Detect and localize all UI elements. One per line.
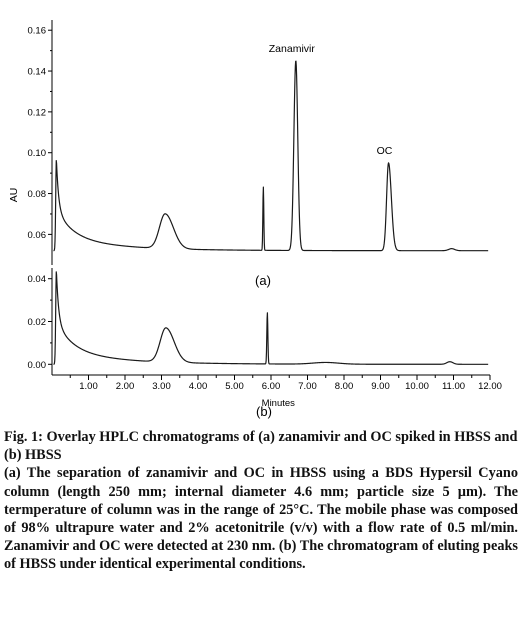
- caption-title: Fig. 1: Overlay HPLC chromatograms of (a…: [4, 429, 518, 464]
- y-tick-label: 0.00: [28, 360, 47, 371]
- chart-traces: [53, 60, 489, 365]
- chart-texts: 0.06 0.08 0.10 0.12 0.14 0.16 Zanamivir OC 0.00 0…: [8, 26, 502, 419]
- x-axis-label: Minutes: [262, 398, 296, 409]
- y-tick-label: 0.02: [28, 317, 47, 328]
- panel-label-a: (a): [255, 273, 271, 288]
- caption-body: (a) The separation of zanamivir and OC i…: [4, 465, 518, 573]
- x-tick-label: 11.00: [442, 381, 465, 392]
- series-line-a: [53, 60, 489, 252]
- x-tick-label: 2.00: [116, 381, 135, 392]
- chromatogram-chart: 0.06 0.08 0.10 0.12 0.14 0.16 Zanamivir OC 0.00 0…: [8, 20, 502, 419]
- y-tick-label: 0.14: [28, 67, 47, 78]
- y-axis-label: AU: [8, 188, 20, 203]
- x-tick-label: 3.00: [152, 381, 171, 392]
- x-tick-label: 6.00: [262, 381, 281, 392]
- x-tick-label: 7.00: [298, 381, 317, 392]
- x-tick-label: 4.00: [189, 381, 208, 392]
- y-tick-label: 0.16: [28, 26, 47, 37]
- series-line-b: [53, 271, 489, 365]
- peak-label: OC: [377, 145, 393, 157]
- y-tick-label: 0.10: [28, 148, 47, 159]
- y-tick-label: 0.04: [28, 274, 47, 285]
- x-tick-label: 9.00: [371, 381, 390, 392]
- x-tick-label: 5.00: [225, 381, 244, 392]
- y-tick-label: 0.12: [28, 107, 47, 118]
- x-tick-label: 10.00: [405, 381, 429, 392]
- figure-caption: Fig. 1: Overlay HPLC chromatograms of (a…: [4, 428, 518, 574]
- x-tick-label: 12.00: [478, 381, 502, 392]
- x-tick-label: 1.00: [79, 381, 98, 392]
- chart-axes: [48, 20, 491, 380]
- panel-label-b: (b): [256, 404, 272, 419]
- x-tick-label: 8.00: [335, 381, 354, 392]
- y-tick-label: 0.08: [28, 189, 47, 200]
- y-tick-label: 0.06: [28, 230, 47, 241]
- peak-label: Zanamivir: [269, 43, 316, 55]
